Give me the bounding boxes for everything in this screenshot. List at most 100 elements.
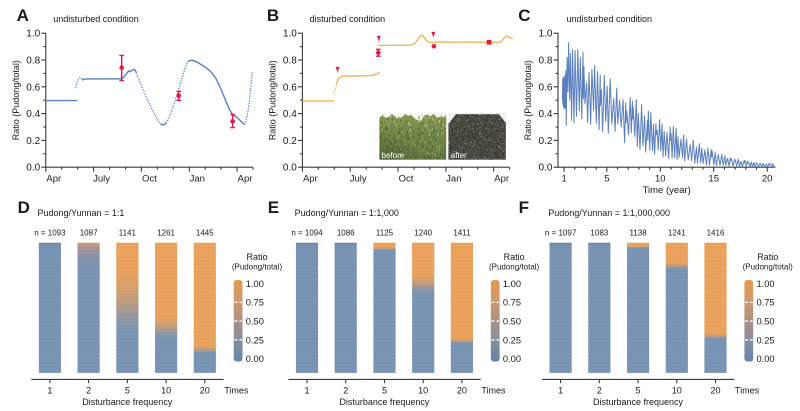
svg-text:Ratio: Ratio xyxy=(757,252,778,262)
svg-text:n = 1093: n = 1093 xyxy=(34,229,66,238)
svg-text:0.2: 0.2 xyxy=(283,136,297,147)
svg-text:20: 20 xyxy=(711,385,721,395)
svg-text:Ratio: Ratio xyxy=(246,252,267,262)
svg-text:(Pudong/total): (Pudong/total) xyxy=(489,263,540,272)
svg-text:0.2: 0.2 xyxy=(26,136,40,147)
svg-text:Apr: Apr xyxy=(303,174,318,185)
svg-text:1.00: 1.00 xyxy=(246,279,264,289)
svg-text:Jan: Jan xyxy=(190,174,205,185)
svg-text:Ratio (Pudong/total): Ratio (Pudong/total) xyxy=(523,60,533,140)
svg-text:1: 1 xyxy=(558,385,563,395)
svg-text:20: 20 xyxy=(200,385,210,395)
svg-text:0.6: 0.6 xyxy=(283,82,297,93)
svg-text:0.75: 0.75 xyxy=(757,298,775,308)
svg-text:F: F xyxy=(519,198,529,217)
svg-text:10: 10 xyxy=(655,174,666,185)
svg-text:10: 10 xyxy=(672,385,682,395)
svg-text:1: 1 xyxy=(47,385,52,395)
svg-text:1138: 1138 xyxy=(629,229,647,238)
svg-text:20: 20 xyxy=(457,385,467,395)
svg-text:D: D xyxy=(18,198,30,217)
svg-text:Apr: Apr xyxy=(494,174,509,185)
svg-text:1125: 1125 xyxy=(376,229,394,238)
svg-text:1: 1 xyxy=(304,385,309,395)
svg-text:A: A xyxy=(17,6,29,25)
svg-text:0.50: 0.50 xyxy=(246,317,264,327)
svg-text:E: E xyxy=(268,198,279,217)
svg-text:Pudong/Yunnan = 1:1,000: Pudong/Yunnan = 1:1,000 xyxy=(295,208,399,218)
svg-text:Jan: Jan xyxy=(446,174,461,185)
svg-text:0.25: 0.25 xyxy=(503,335,521,345)
svg-text:1.00: 1.00 xyxy=(757,279,775,289)
svg-text:Times: Times xyxy=(481,385,506,395)
svg-text:Disturbance frequency: Disturbance frequency xyxy=(82,397,173,407)
svg-text:0.50: 0.50 xyxy=(757,317,775,327)
svg-text:5: 5 xyxy=(636,385,641,395)
svg-text:2: 2 xyxy=(86,385,91,395)
svg-text:0.4: 0.4 xyxy=(283,109,297,120)
svg-text:Ratio: Ratio xyxy=(504,252,525,262)
svg-text:1087: 1087 xyxy=(80,229,98,238)
svg-text:Apr: Apr xyxy=(238,174,253,185)
svg-text:July: July xyxy=(93,174,110,185)
svg-text:C: C xyxy=(518,6,530,25)
svg-text:1241: 1241 xyxy=(668,229,686,238)
svg-text:10: 10 xyxy=(418,385,428,395)
svg-text:1: 1 xyxy=(561,174,566,185)
svg-text:0.00: 0.00 xyxy=(503,354,521,364)
svg-text:1240: 1240 xyxy=(414,229,432,238)
svg-text:1416: 1416 xyxy=(707,229,725,238)
svg-text:1.0: 1.0 xyxy=(538,29,552,40)
svg-text:before: before xyxy=(382,151,405,160)
svg-text:Disturbance frequency: Disturbance frequency xyxy=(593,397,684,407)
svg-text:1261: 1261 xyxy=(157,229,175,238)
svg-text:Pudong/Yunnan = 1:1,000,000: Pudong/Yunnan = 1:1,000,000 xyxy=(548,208,670,218)
svg-text:0.50: 0.50 xyxy=(503,317,521,327)
svg-text:disturbed condition: disturbed condition xyxy=(310,14,386,24)
svg-text:1.0: 1.0 xyxy=(283,29,297,40)
svg-text:0.75: 0.75 xyxy=(246,298,264,308)
svg-text:Times: Times xyxy=(735,385,760,395)
svg-text:n = 1094: n = 1094 xyxy=(291,229,323,238)
svg-text:0.8: 0.8 xyxy=(538,56,552,67)
svg-text:0.8: 0.8 xyxy=(283,56,297,67)
svg-text:1.00: 1.00 xyxy=(503,279,521,289)
svg-text:1086: 1086 xyxy=(337,229,355,238)
svg-text:0.25: 0.25 xyxy=(757,335,775,345)
svg-text:2: 2 xyxy=(597,385,602,395)
svg-text:0.8: 0.8 xyxy=(26,56,40,67)
svg-text:15: 15 xyxy=(708,174,719,185)
svg-text:B: B xyxy=(267,6,279,25)
svg-text:Times: Times xyxy=(224,385,249,395)
svg-text:0.4: 0.4 xyxy=(538,109,552,120)
svg-text:0.6: 0.6 xyxy=(26,82,40,93)
svg-text:1.0: 1.0 xyxy=(26,29,40,40)
svg-text:5: 5 xyxy=(604,174,609,185)
svg-text:0.00: 0.00 xyxy=(757,354,775,364)
svg-text:Pudong/Yunnan = 1:1: Pudong/Yunnan = 1:1 xyxy=(38,208,125,218)
svg-text:Oct: Oct xyxy=(399,174,414,185)
svg-text:after: after xyxy=(451,151,467,160)
svg-text:(Pudong/total): (Pudong/total) xyxy=(232,263,283,272)
svg-text:1411: 1411 xyxy=(453,229,471,238)
svg-text:1083: 1083 xyxy=(590,229,608,238)
svg-text:July: July xyxy=(350,174,367,185)
svg-text:0.2: 0.2 xyxy=(538,136,552,147)
svg-text:undisturbed condition: undisturbed condition xyxy=(567,14,653,24)
svg-text:0.00: 0.00 xyxy=(246,354,264,364)
svg-text:Ratio (Pudong/total): Ratio (Pudong/total) xyxy=(11,60,21,140)
svg-text:10: 10 xyxy=(161,385,171,395)
svg-text:1141: 1141 xyxy=(119,229,137,238)
svg-text:Apr: Apr xyxy=(46,174,61,185)
svg-text:0.4: 0.4 xyxy=(26,109,40,120)
svg-text:0.0: 0.0 xyxy=(26,163,40,174)
svg-text:Ratio (Pudong/total): Ratio (Pudong/total) xyxy=(268,60,278,140)
svg-text:0.25: 0.25 xyxy=(246,335,264,345)
svg-text:1445: 1445 xyxy=(196,229,214,238)
svg-text:2: 2 xyxy=(343,385,348,395)
svg-text:5: 5 xyxy=(382,385,387,395)
svg-text:undisturbed condition: undisturbed condition xyxy=(53,14,139,24)
svg-text:0.0: 0.0 xyxy=(283,163,297,174)
svg-text:0.0: 0.0 xyxy=(538,163,552,174)
svg-text:Disturbance frequency: Disturbance frequency xyxy=(339,397,430,407)
